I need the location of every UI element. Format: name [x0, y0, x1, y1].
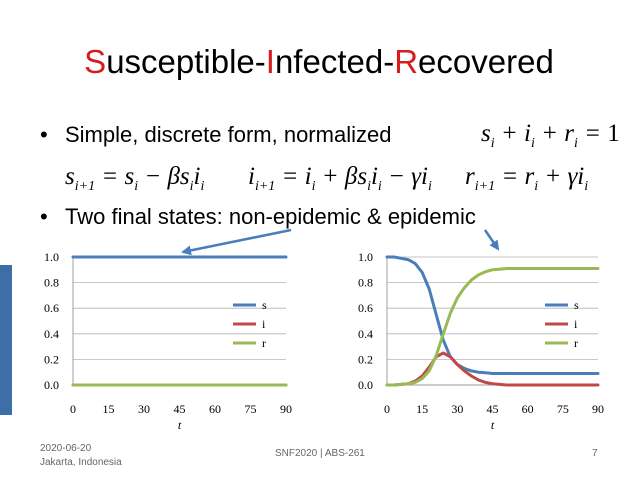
title-s-letter: S — [84, 43, 107, 80]
legend-label-r: r — [574, 336, 578, 350]
y-tick-label: 0.6 — [358, 301, 373, 315]
title-i-rest: nfected- — [274, 43, 395, 80]
bullet-dot: • — [40, 204, 48, 229]
x-tick-label: 45 — [487, 402, 499, 416]
arrow-to-epidemic — [483, 229, 500, 251]
y-tick-label: 0.8 — [358, 276, 373, 290]
x-tick-label: 15 — [103, 402, 115, 416]
slide-title: Susceptible-Infected-Recovered — [0, 42, 638, 82]
x-tick-label: 60 — [522, 402, 534, 416]
x-tick-label: 75 — [557, 402, 569, 416]
normalization-formula: si + ii + ri = 1 — [481, 120, 620, 151]
y-tick-label: 0.6 — [44, 301, 59, 315]
title-r-letter: R — [394, 43, 419, 80]
y-tick-label: 0.2 — [358, 352, 373, 366]
equation-i: ii+1 = ii + βsiii − γii — [248, 163, 432, 194]
x-tick-label: 0 — [70, 402, 76, 416]
title-s-rest: usceptible- — [106, 43, 266, 80]
footer-date: 2020-06-20 — [40, 443, 92, 454]
x-tick-label: 60 — [209, 402, 221, 416]
x-axis-label: t — [178, 418, 182, 432]
epidemic-chart: 0.0 0.2 0.4 0.6 0.8 1.0 0 15 30 45 60 75 90 t sir — [358, 250, 604, 432]
bullet-2-text: Two final states: non-epidemic & epidemi… — [65, 204, 476, 229]
legend-label-i: i — [574, 317, 578, 331]
legend-label-r: r — [262, 336, 266, 350]
arrow-to-non-epidemic — [181, 228, 292, 256]
x-tick-label: 30 — [451, 402, 463, 416]
y-tick-label: 0.8 — [44, 276, 59, 290]
non-epidemic-chart: 0.0 0.2 0.4 0.6 0.8 1.0 0 15 30 45 60 75 90 t sir — [44, 250, 292, 432]
y-tick-label: 0.4 — [358, 327, 373, 341]
y-tick-label: 1.0 — [358, 250, 373, 264]
y-tick-label: 1.0 — [44, 250, 59, 264]
x-axis-label: t — [491, 418, 495, 432]
x-tick-label: 75 — [245, 402, 257, 416]
legend-label-s: s — [574, 298, 579, 312]
y-tick-label: 0.2 — [44, 352, 59, 366]
bullet-dot: • — [40, 122, 48, 147]
side-accent-bar — [0, 265, 12, 415]
x-tick-label: 90 — [592, 402, 604, 416]
equation-s: si+1 = si − βsiii — [65, 163, 205, 194]
legend-label-i: i — [262, 317, 266, 331]
series-line-s — [385, 255, 600, 375]
y-tick-label: 0.0 — [44, 378, 59, 392]
y-tick-label: 0.4 — [44, 327, 59, 341]
equation-r: ri+1 = ri + γii — [465, 163, 589, 194]
footer-location: Jakarta, Indonesia — [40, 457, 122, 468]
legend-label-s: s — [262, 298, 267, 312]
x-tick-label: 45 — [174, 402, 186, 416]
title-r-rest: ecovered — [418, 43, 554, 80]
x-tick-label: 0 — [384, 402, 390, 416]
bullet-1-text: Simple, discrete form, normalized — [65, 122, 392, 147]
footer-page-number: 7 — [592, 448, 598, 459]
footer-conference: SNF2020 | ABS-261 — [275, 448, 365, 459]
x-tick-label: 90 — [280, 402, 292, 416]
x-tick-label: 30 — [138, 402, 150, 416]
y-tick-label: 0.0 — [358, 378, 373, 392]
title-i-letter: I — [265, 43, 275, 80]
x-tick-label: 15 — [416, 402, 428, 416]
series-line-r — [385, 267, 600, 387]
